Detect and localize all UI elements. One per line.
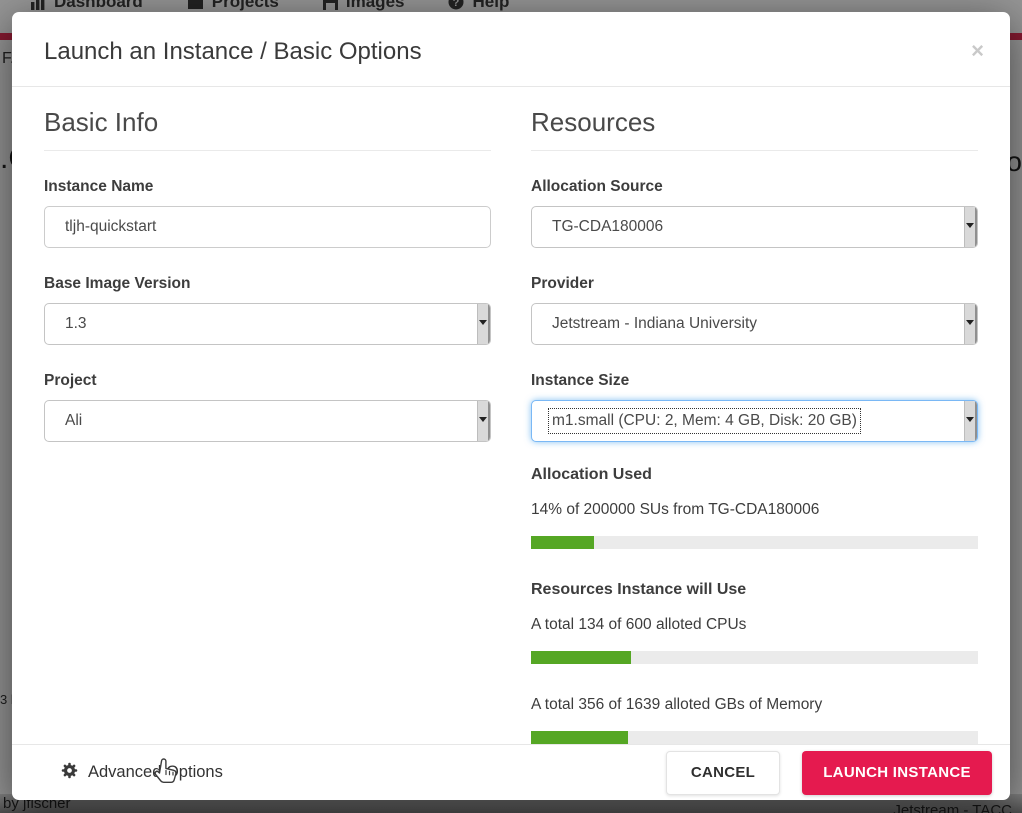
instance-name-label: Instance Name (44, 178, 154, 195)
instance-name-input[interactable] (44, 206, 491, 248)
cpu-usage-progressbar (531, 651, 978, 664)
chevron-down-icon (966, 223, 974, 228)
resources-will-use-heading: Resources Instance will Use (531, 581, 747, 598)
folder-icon (187, 0, 204, 10)
select-value: TG-CDA180006 (552, 218, 664, 235)
select-value: Ali (65, 412, 83, 429)
allocation-used-progressbar (531, 536, 978, 549)
basic-info-heading: Basic Info (44, 107, 491, 151)
cancel-button[interactable]: CANCEL (666, 750, 780, 795)
modal-footer: Advanced Options CANCEL LAUNCH INSTANCE (12, 744, 1010, 800)
chevron-down-icon (966, 417, 974, 422)
floppy-icon (322, 0, 338, 10)
top-navbar: Dashboard Projects Images ? Help (30, 0, 509, 12)
cpu-usage-text: A total 134 of 600 alloted CPUs (531, 616, 747, 633)
modal-title: Launch an Instance / Basic Options (44, 38, 422, 65)
select-value: 1.3 (65, 315, 87, 332)
modal-header: Launch an Instance / Basic Options × (12, 12, 1010, 87)
launch-instance-modal: Launch an Instance / Basic Options × Bas… (12, 12, 1010, 800)
chevron-down-icon (479, 417, 487, 422)
bg-text-fragment: F. (2, 50, 15, 67)
modal-body: Basic Info Instance Name Base Image Vers… (12, 87, 1010, 744)
chevron-down-icon (479, 320, 487, 325)
nav-label: Images (345, 0, 405, 11)
advanced-options-label: Advanced Options (88, 763, 223, 781)
progress-fill (531, 651, 631, 664)
help-circle-icon: ? (448, 0, 464, 10)
svg-text:?: ? (453, 0, 460, 9)
resources-column: Resources Allocation Source TG-CDA180006… (531, 107, 978, 744)
nav-item-dashboard[interactable]: Dashboard (30, 0, 143, 12)
allocation-used-text: 14% of 200000 SUs from TG-CDA180006 (531, 501, 820, 518)
select-value: m1.small (CPU: 2, Mem: 4 GB, Disk: 20 GB… (548, 408, 861, 434)
launch-instance-button[interactable]: LAUNCH INSTANCE (802, 750, 992, 795)
base-image-version-select[interactable]: 1.3 (44, 303, 491, 345)
provider-select[interactable]: Jetstream - Indiana University (531, 303, 978, 345)
nav-item-help[interactable]: ? Help (448, 0, 509, 12)
basic-info-column: Basic Info Instance Name Base Image Vers… (44, 107, 491, 744)
bg-footer-provider: Jetstream - TACC (893, 802, 1012, 813)
progress-fill (531, 536, 595, 549)
project-label: Project (44, 372, 97, 389)
project-select[interactable]: Ali (44, 400, 491, 442)
advanced-options-link[interactable]: Advanced Options (60, 761, 223, 785)
select-value: Jetstream - Indiana University (552, 315, 758, 332)
instance-size-select[interactable]: m1.small (CPU: 2, Mem: 4 GB, Disk: 20 GB… (531, 400, 978, 442)
nav-item-images[interactable]: Images (322, 0, 405, 12)
resources-heading: Resources (531, 107, 978, 151)
nav-label: Dashboard (54, 0, 143, 11)
memory-usage-progressbar (531, 731, 978, 744)
provider-label: Provider (531, 275, 594, 292)
nav-label: Help (472, 0, 510, 11)
nav-item-projects[interactable]: Projects (187, 0, 279, 12)
progress-fill (531, 731, 628, 744)
chevron-down-icon (966, 320, 974, 325)
bar-chart-icon (30, 0, 46, 10)
close-icon[interactable]: × (971, 38, 984, 63)
nav-label: Projects (211, 0, 279, 11)
memory-usage-text: A total 356 of 1639 alloted GBs of Memor… (531, 696, 823, 713)
allocation-source-select[interactable]: TG-CDA180006 (531, 206, 978, 248)
instance-size-label: Instance Size (531, 372, 630, 389)
gear-icon (60, 761, 79, 785)
base-image-version-label: Base Image Version (44, 275, 191, 292)
allocation-source-label: Allocation Source (531, 178, 663, 195)
allocation-used-heading: Allocation Used (531, 466, 652, 483)
